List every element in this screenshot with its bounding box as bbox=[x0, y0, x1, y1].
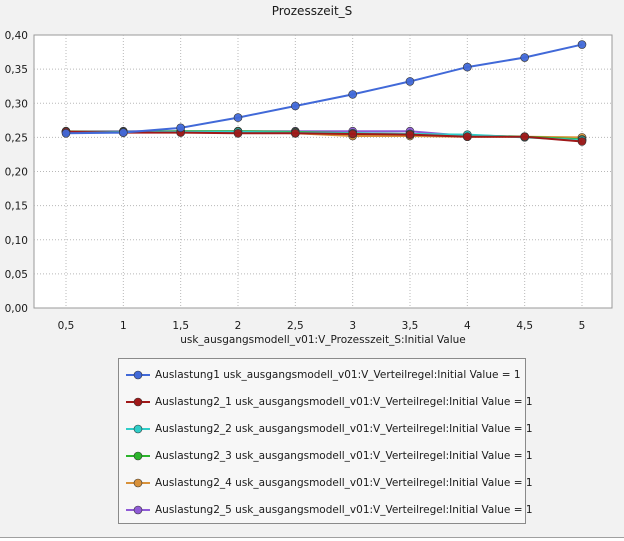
y-tick-label: 0,05 bbox=[5, 269, 28, 281]
x-tick-label: 3 bbox=[349, 320, 356, 332]
x-tick-label: 1,5 bbox=[172, 320, 189, 332]
data-point bbox=[520, 132, 529, 141]
data-point bbox=[577, 137, 587, 146]
y-tick-label: 0,20 bbox=[5, 167, 28, 179]
legend-label: Auslastung1 usk_ausgangsmodell_v01:V_Ver… bbox=[155, 369, 521, 381]
data-point bbox=[176, 123, 185, 133]
x-axis-title: usk_ausgangsmodell_v01:V_Prozesszeit_S:I… bbox=[180, 334, 466, 346]
legend-swatch bbox=[126, 424, 150, 434]
x-tick-label: 5 bbox=[579, 320, 586, 332]
bottom-strip bbox=[0, 538, 624, 541]
x-tick-label: 4 bbox=[464, 320, 471, 332]
y-tick-label: 0,15 bbox=[5, 201, 28, 213]
legend-label: Auslastung2_5 usk_ausgangsmodell_v01:V_V… bbox=[155, 504, 533, 516]
bottom-divider bbox=[0, 537, 624, 538]
y-tick-label: 0,30 bbox=[5, 98, 28, 110]
legend: Auslastung1 usk_ausgangsmodell_v01:V_Ver… bbox=[118, 358, 533, 524]
data-point bbox=[291, 101, 300, 111]
y-tick-label: 0,00 bbox=[5, 303, 28, 315]
legend-label: Auslastung2_1 usk_ausgangsmodell_v01:V_V… bbox=[155, 396, 533, 408]
x-tick-label: 1 bbox=[120, 320, 127, 332]
chart-title: Prozesszeit_S bbox=[271, 4, 353, 18]
x-tick-label: 3,5 bbox=[402, 320, 419, 332]
x-tick-label: 4,5 bbox=[516, 320, 533, 332]
data-point bbox=[233, 113, 243, 122]
legend-swatch bbox=[126, 478, 150, 488]
series-line bbox=[65, 130, 583, 143]
y-tick-label: 0,25 bbox=[5, 132, 28, 144]
legend-label: Auslastung2_3 usk_ausgangsmodell_v01:V_V… bbox=[155, 450, 533, 462]
legend-swatch bbox=[126, 451, 150, 461]
data-point bbox=[348, 90, 357, 99]
legend-swatch bbox=[126, 370, 150, 380]
legend-marker bbox=[133, 397, 143, 407]
legend-marker bbox=[133, 370, 143, 380]
y-tick-label: 0,10 bbox=[5, 235, 28, 247]
legend-label: Auslastung2_2 usk_ausgangsmodell_v01:V_V… bbox=[155, 423, 533, 435]
data-point bbox=[405, 77, 415, 86]
data-point bbox=[61, 128, 71, 138]
data-point bbox=[233, 128, 243, 138]
legend-marker bbox=[133, 451, 143, 461]
data-point bbox=[463, 132, 472, 141]
y-tick-label: 0,40 bbox=[5, 30, 28, 42]
y-tick-label: 0,35 bbox=[5, 64, 28, 76]
legend-marker bbox=[133, 424, 143, 434]
data-point bbox=[405, 130, 415, 139]
x-tick-label: 0,5 bbox=[58, 320, 75, 332]
data-point bbox=[291, 128, 300, 138]
data-point bbox=[348, 129, 357, 139]
legend-marker bbox=[133, 478, 143, 488]
series-line bbox=[65, 43, 583, 135]
data-point bbox=[520, 53, 529, 62]
legend-marker bbox=[133, 505, 143, 515]
data-point bbox=[577, 40, 587, 49]
data-point bbox=[119, 128, 128, 137]
legend-label: Auslastung2_4 usk_ausgangsmodell_v01:V_V… bbox=[155, 477, 533, 489]
x-tick-label: 2 bbox=[235, 320, 242, 332]
legend-swatch bbox=[126, 397, 150, 407]
x-tick-label: 2,5 bbox=[287, 320, 304, 332]
data-point bbox=[463, 62, 472, 72]
legend-swatch bbox=[126, 505, 150, 515]
